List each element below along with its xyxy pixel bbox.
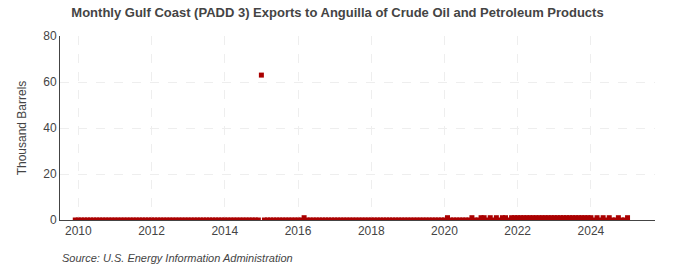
svg-text:Source: U.S. Energy Informatio: Source: U.S. Energy Information Administ… bbox=[62, 252, 293, 264]
svg-text:2018: 2018 bbox=[358, 224, 385, 238]
svg-text:2022: 2022 bbox=[504, 224, 531, 238]
svg-text:20: 20 bbox=[43, 167, 57, 181]
svg-text:Monthly Gulf Coast (PADD 3) Ex: Monthly Gulf Coast (PADD 3) Exports to A… bbox=[71, 5, 603, 20]
svg-text:2014: 2014 bbox=[211, 224, 238, 238]
svg-text:2016: 2016 bbox=[285, 224, 312, 238]
svg-text:2020: 2020 bbox=[431, 224, 458, 238]
svg-text:0: 0 bbox=[50, 213, 57, 227]
svg-text:80: 80 bbox=[43, 29, 57, 43]
svg-text:60: 60 bbox=[43, 75, 57, 89]
svg-text:2010: 2010 bbox=[65, 224, 92, 238]
svg-text:2012: 2012 bbox=[138, 224, 165, 238]
svg-text:40: 40 bbox=[43, 121, 57, 135]
svg-text:Thousand Barrels: Thousand Barrels bbox=[15, 81, 29, 176]
svg-text:2024: 2024 bbox=[578, 224, 605, 238]
